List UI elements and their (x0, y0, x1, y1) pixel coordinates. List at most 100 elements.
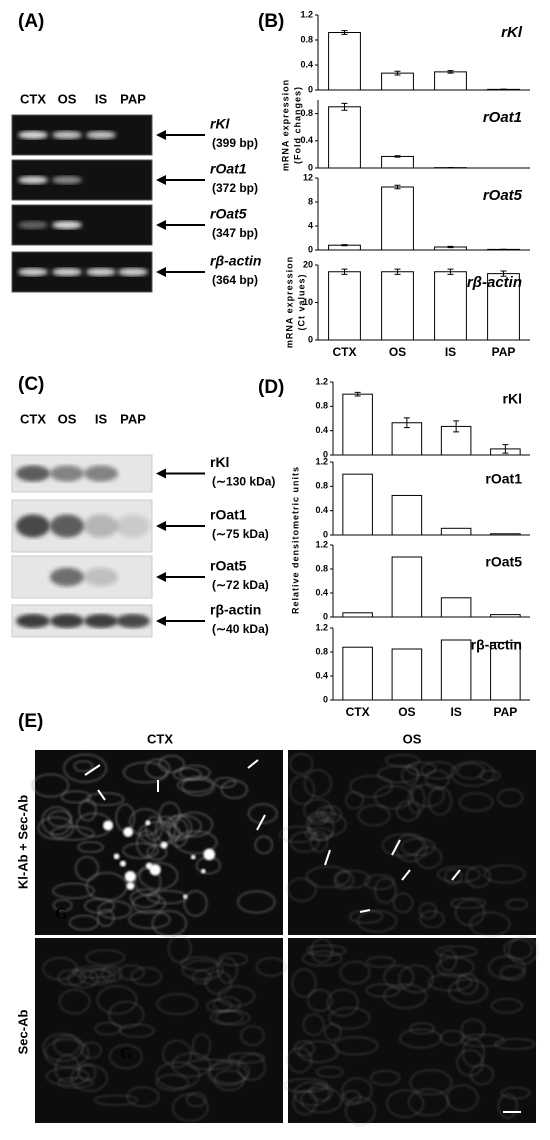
bar (381, 72, 414, 91)
tubule (503, 938, 533, 960)
panel-label: (D) (258, 377, 284, 398)
tubule (499, 965, 526, 981)
error-bar (341, 268, 348, 275)
y-tick-label: 0 (323, 449, 328, 459)
chart-label: rKl (503, 391, 522, 407)
x-tick-label: PAP (493, 705, 517, 719)
chart-label: rOat5 (483, 187, 523, 204)
band (52, 221, 82, 229)
tubule (381, 833, 425, 858)
y-tick-label: 1.2 (315, 622, 328, 632)
band-size: (347 bp) (212, 226, 258, 240)
y-tick-label: 1.2 (315, 456, 328, 466)
bar (328, 32, 361, 91)
lane-label: OS (58, 91, 77, 106)
band-size: (∼75 kDa) (212, 527, 269, 541)
tubule (97, 900, 132, 920)
tubule (81, 1041, 102, 1059)
arrow (84, 764, 101, 776)
error-bar (500, 88, 507, 91)
stain (145, 820, 151, 826)
tubule (122, 842, 159, 860)
tubule (407, 784, 426, 814)
bar (434, 271, 467, 341)
band (16, 465, 50, 482)
y-tick-label: 0.8 (300, 108, 313, 118)
tubule (420, 761, 456, 780)
tubule (123, 761, 168, 784)
band (16, 514, 50, 538)
tubule (289, 753, 314, 775)
band-size: (399 bp) (212, 136, 258, 150)
y-tick-label: 0.4 (315, 425, 328, 435)
error-bar (341, 102, 348, 111)
tubule (386, 1089, 425, 1118)
tubule (128, 910, 171, 930)
band (18, 176, 48, 184)
band-size: (364 bp) (212, 273, 258, 287)
error-bar (453, 420, 460, 433)
y-tick-label: 0 (308, 334, 313, 344)
y-tick-label: 0.4 (315, 670, 328, 680)
tubule (316, 1066, 344, 1078)
row-label: Sec-Ab (15, 1010, 30, 1055)
tubule (146, 890, 189, 905)
tubule (448, 978, 489, 1004)
chart-label: rOat5 (485, 554, 522, 570)
tubule (67, 969, 100, 989)
tubule (215, 1009, 251, 1026)
band (84, 567, 118, 587)
band (116, 613, 150, 629)
band-name: rKl (210, 454, 229, 470)
bar (381, 155, 414, 169)
tubule (279, 825, 317, 843)
stain (160, 841, 168, 849)
tubule (446, 1084, 479, 1112)
stain (203, 848, 216, 861)
tubule (218, 952, 248, 967)
tubule (68, 914, 99, 931)
tubule (374, 877, 397, 904)
tubule (85, 949, 126, 966)
tubule (176, 778, 214, 793)
lane-label: IS (95, 411, 108, 426)
stain (183, 894, 188, 899)
tubule (60, 790, 92, 804)
band (52, 176, 82, 184)
tubule (435, 945, 478, 958)
tubule (369, 1069, 401, 1086)
bar (342, 612, 373, 618)
lane-label: CTX (20, 411, 46, 426)
y-tick-label: 0 (323, 611, 328, 621)
band-size: (∼72 kDa) (212, 578, 269, 592)
tubule (93, 1094, 139, 1106)
tubule (237, 1053, 266, 1081)
column-label: CTX (147, 731, 173, 746)
tubule (216, 956, 238, 984)
tubule (364, 874, 395, 891)
tubule (63, 753, 108, 783)
y-tick-label: 0.8 (315, 563, 328, 573)
tubule (167, 934, 192, 963)
band (116, 514, 150, 538)
tubule (465, 865, 491, 888)
lane-label: OS (58, 411, 77, 426)
tubule (444, 868, 463, 885)
y-tick-label: 0 (308, 162, 313, 172)
bar (490, 533, 521, 536)
bar (342, 393, 373, 456)
tubule (427, 973, 473, 992)
tubule (300, 1086, 343, 1114)
tubule (255, 957, 287, 977)
x-tick-label: IS (450, 705, 461, 719)
arrow (324, 849, 331, 866)
arrow-head (156, 572, 166, 582)
tubule (508, 936, 539, 965)
lane-label: PAP (120, 411, 146, 426)
tubule (365, 983, 401, 998)
y-tick-label: 0.8 (315, 481, 328, 491)
tubule (479, 769, 501, 782)
tubule (332, 1036, 379, 1056)
tubule (145, 815, 163, 841)
error-bar (394, 184, 401, 190)
